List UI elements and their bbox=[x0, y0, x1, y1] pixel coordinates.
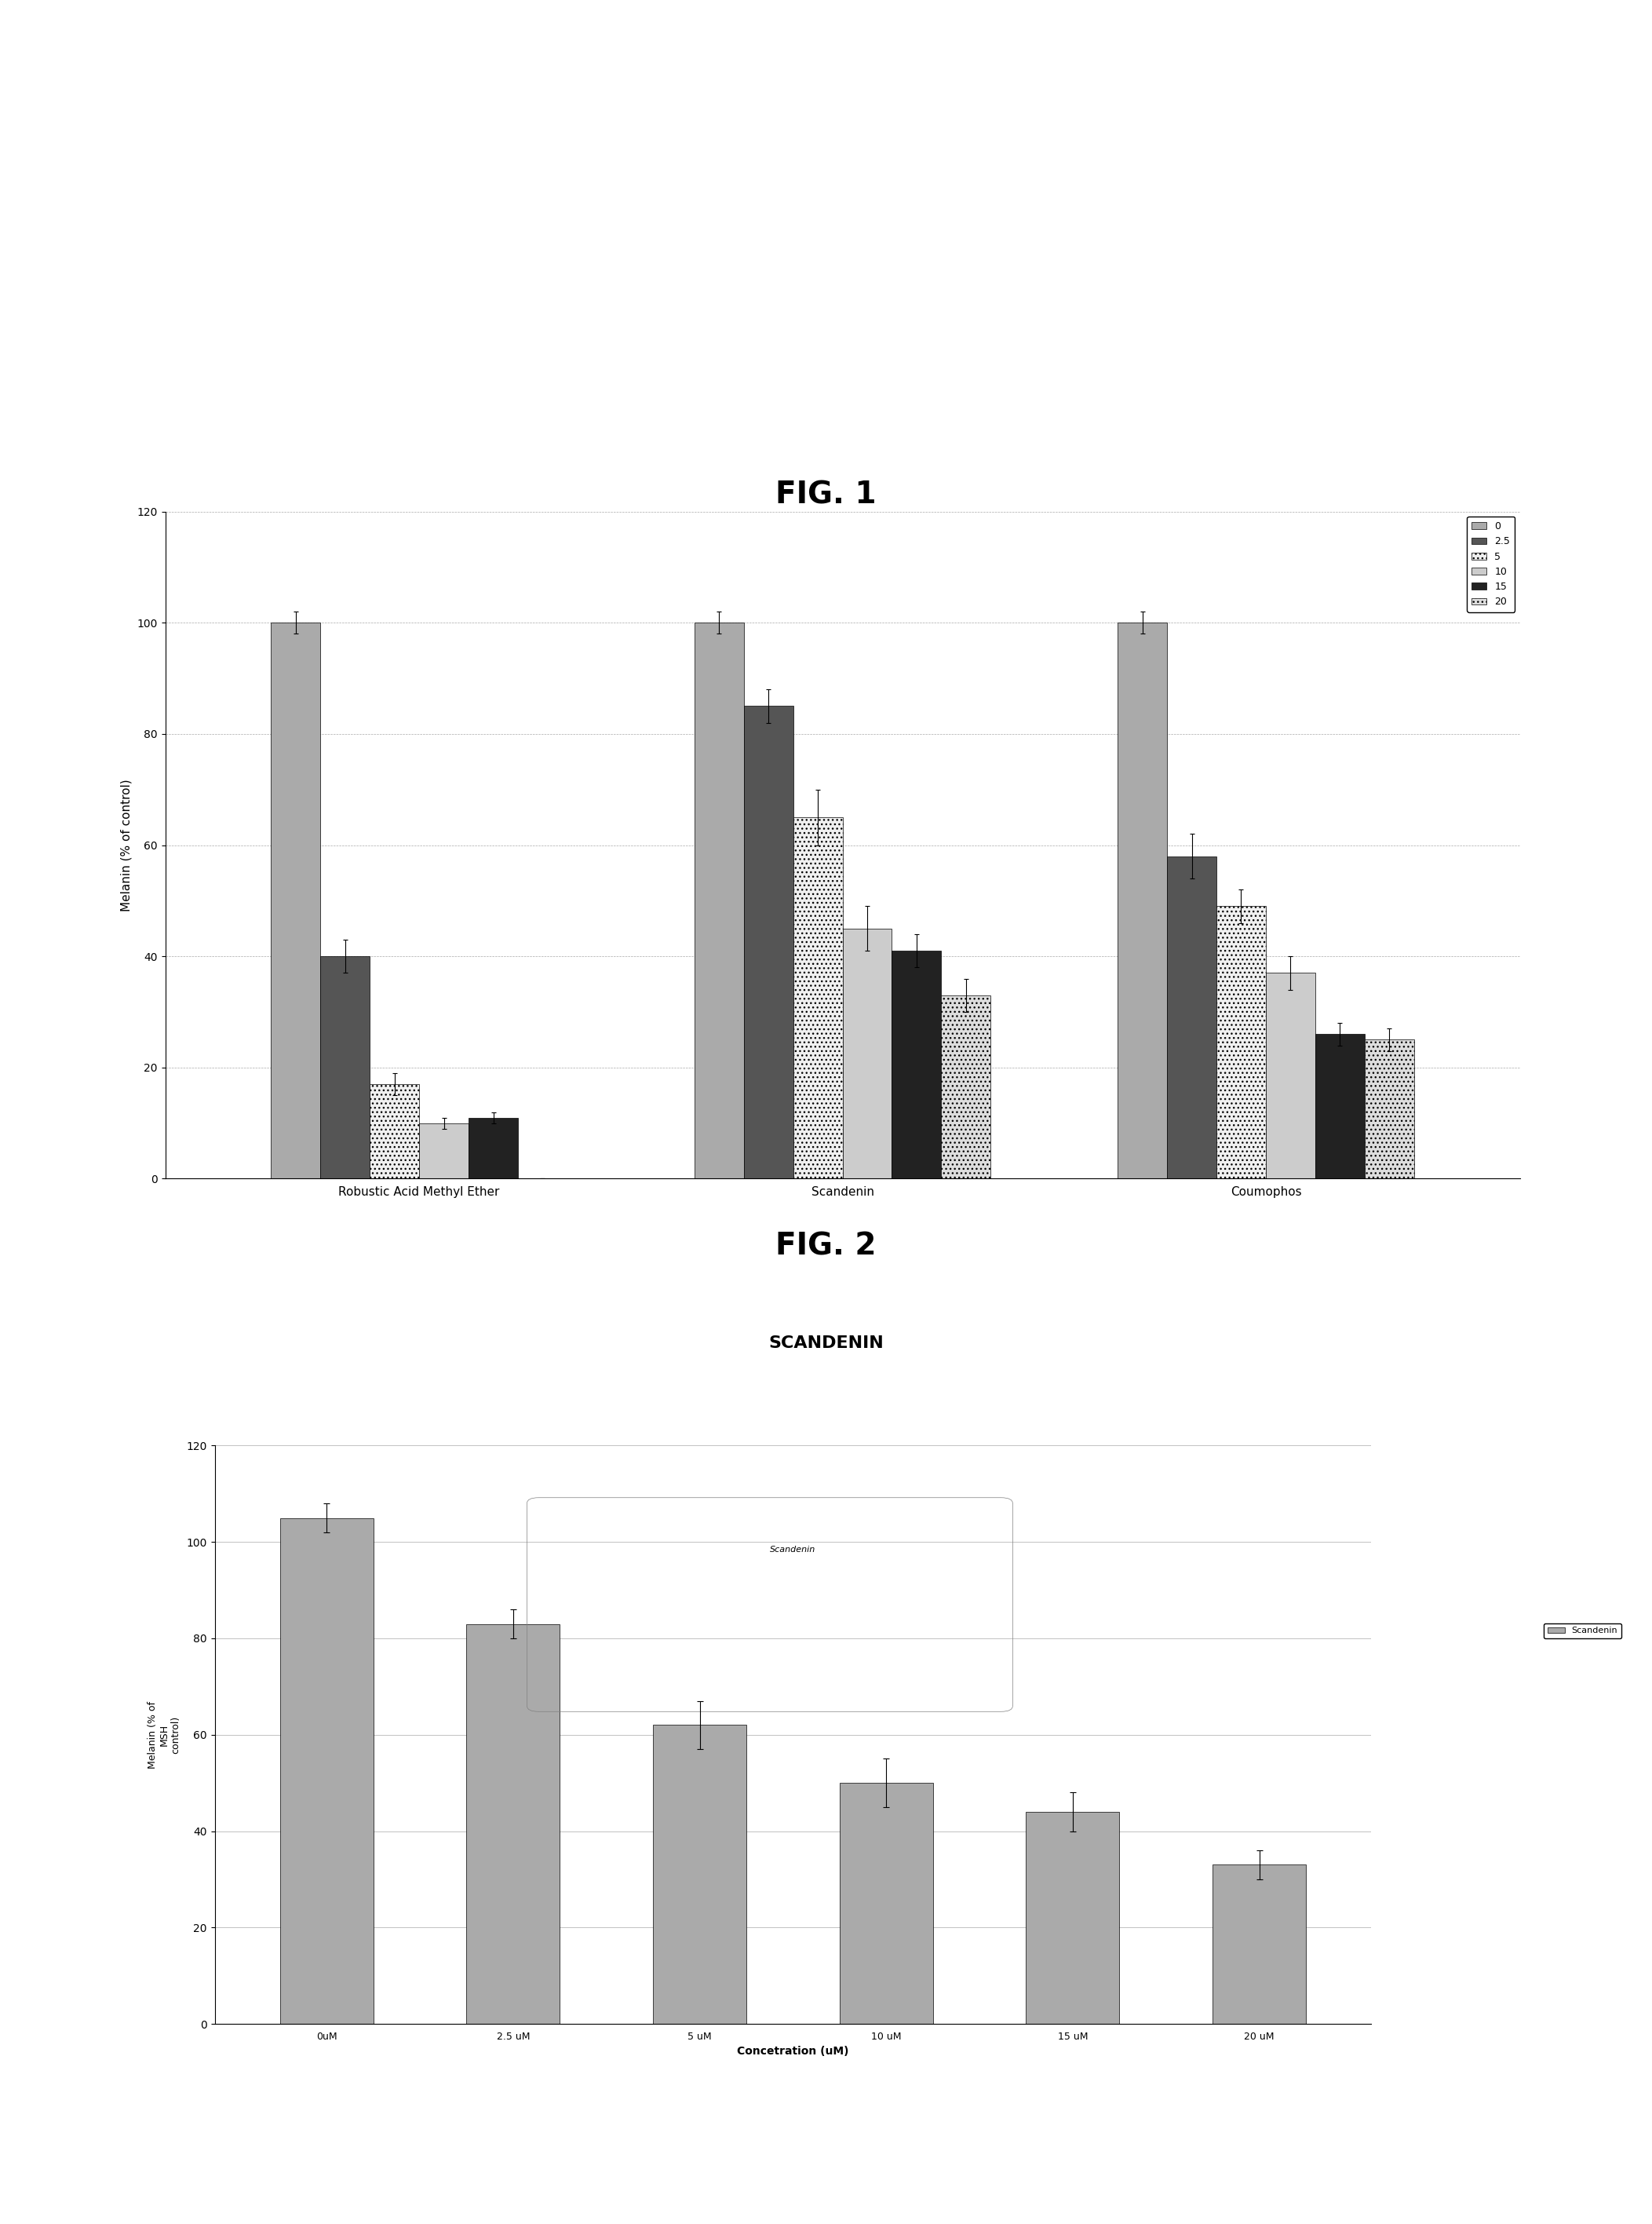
Bar bbox=[1166, 856, 1216, 1179]
Bar bbox=[793, 818, 843, 1179]
Legend: Scandenin: Scandenin bbox=[1545, 1624, 1621, 1639]
Bar bbox=[839, 1784, 933, 2024]
Bar bbox=[1265, 974, 1315, 1179]
Y-axis label: Melanin (% of
MSH
control): Melanin (% of MSH control) bbox=[147, 1701, 182, 1768]
Bar bbox=[466, 1624, 560, 2024]
Text: Scandenin: Scandenin bbox=[770, 1546, 816, 1555]
Text: Coumarins Dose-Response: Coumarins Dose-Response bbox=[712, 580, 940, 596]
Bar bbox=[1026, 1813, 1120, 2024]
Text: FIG. 2: FIG. 2 bbox=[775, 1232, 877, 1261]
Bar bbox=[1213, 1864, 1305, 2024]
Legend: 0, 2.5, 5, 10, 15, 20: 0, 2.5, 5, 10, 15, 20 bbox=[1467, 516, 1515, 612]
Bar bbox=[653, 1726, 747, 2024]
Y-axis label: Melanin (% of control): Melanin (% of control) bbox=[121, 778, 132, 912]
Bar bbox=[281, 1517, 373, 2024]
Bar bbox=[320, 956, 370, 1179]
Bar bbox=[1365, 1041, 1414, 1179]
Bar bbox=[1315, 1034, 1365, 1179]
Bar bbox=[370, 1085, 420, 1179]
Text: FIG. 1: FIG. 1 bbox=[775, 480, 877, 509]
Bar bbox=[942, 996, 991, 1179]
Bar bbox=[743, 707, 793, 1179]
Text: SCANDENIN: SCANDENIN bbox=[768, 1334, 884, 1352]
Bar bbox=[1216, 907, 1265, 1179]
Bar bbox=[420, 1123, 469, 1179]
Bar bbox=[469, 1116, 519, 1179]
Bar bbox=[892, 952, 942, 1179]
Bar bbox=[271, 623, 320, 1179]
X-axis label: Concetration (uM): Concetration (uM) bbox=[737, 2046, 849, 2057]
Bar bbox=[843, 930, 892, 1179]
Bar bbox=[1118, 623, 1166, 1179]
Bar bbox=[694, 623, 743, 1179]
